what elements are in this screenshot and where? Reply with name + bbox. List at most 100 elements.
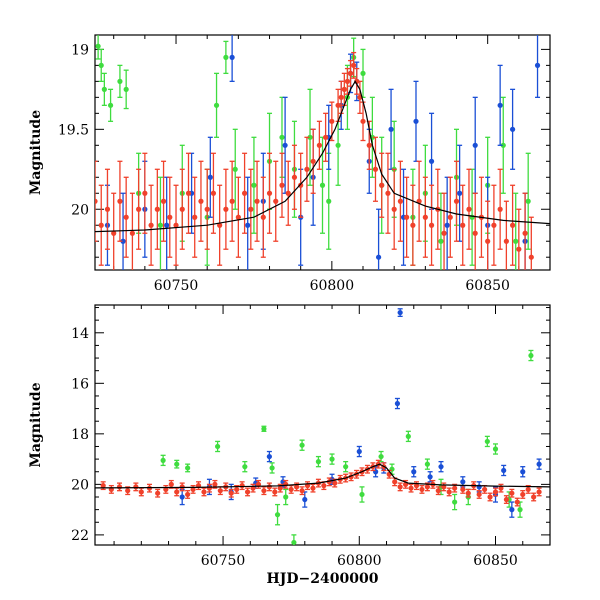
data-point — [136, 206, 142, 212]
data-point — [484, 438, 490, 445]
data-point — [213, 102, 220, 108]
data-point — [95, 43, 101, 49]
data-point — [465, 490, 471, 496]
data-point — [288, 486, 294, 493]
top-panel-frame — [94, 34, 551, 271]
data-point — [133, 484, 139, 490]
data-point — [351, 62, 357, 68]
data-point — [241, 190, 248, 196]
data-point — [397, 198, 404, 204]
top-panel-ticks — [95, 35, 551, 270]
data-point — [335, 142, 341, 148]
data-point — [223, 54, 229, 60]
data-point — [498, 485, 504, 491]
data-point — [274, 512, 281, 518]
data-point — [476, 484, 482, 490]
data-point — [148, 222, 154, 228]
data-point — [391, 206, 397, 212]
data-point — [460, 486, 466, 493]
data-point — [379, 182, 385, 188]
data-point — [272, 489, 278, 495]
data-point — [223, 206, 229, 212]
data-point — [482, 486, 488, 493]
data-point — [229, 198, 235, 204]
data-point — [388, 126, 394, 132]
data-point — [516, 246, 522, 252]
data-point — [269, 465, 275, 471]
data-point — [497, 102, 503, 108]
data-point — [447, 214, 453, 220]
data-point — [215, 443, 221, 450]
data-point — [282, 142, 288, 148]
data-point — [485, 238, 491, 244]
data-point — [344, 78, 351, 84]
data-point — [299, 488, 305, 494]
data-point — [160, 457, 166, 463]
data-point — [207, 174, 213, 180]
top-x-tick-label: 60750 — [154, 278, 199, 294]
data-point — [167, 214, 173, 220]
data-point — [338, 94, 344, 100]
data-point — [323, 134, 329, 140]
data-point — [138, 489, 144, 495]
data-point — [366, 142, 372, 148]
data-point — [528, 254, 534, 260]
data-point — [492, 489, 499, 495]
data-point — [98, 62, 104, 68]
data-point — [174, 489, 180, 495]
data-point — [251, 182, 257, 188]
data-point — [397, 309, 403, 316]
top-y-tick-label: 19.5 — [58, 122, 89, 138]
data-point — [266, 453, 272, 460]
bottom-y-tick-label: 18 — [71, 427, 89, 443]
data-point — [157, 222, 164, 228]
data-point — [185, 491, 191, 498]
data-point — [319, 182, 326, 188]
data-point — [201, 489, 207, 495]
model-curve — [95, 463, 550, 489]
data-point — [298, 182, 304, 188]
data-point — [232, 166, 238, 172]
data-point — [329, 118, 335, 124]
data-point — [283, 494, 289, 500]
data-point — [228, 490, 234, 496]
data-point — [372, 166, 379, 172]
data-point — [245, 222, 251, 228]
data-point — [154, 206, 160, 212]
data-point — [107, 102, 114, 108]
data-point — [204, 206, 210, 212]
data-point — [428, 222, 435, 228]
data-point — [509, 507, 515, 513]
bottom-y-tick-label: 16 — [71, 376, 89, 392]
data-point — [427, 474, 433, 480]
data-point — [347, 70, 354, 76]
data-point — [95, 198, 98, 204]
bottom-panel-tick-labels: 60750 60800 60850 14 16 18 20 22 — [71, 326, 518, 569]
data-point — [277, 485, 283, 491]
data-point — [273, 198, 279, 204]
bottom-y-tick-label: 20 — [71, 477, 89, 493]
data-point — [101, 86, 107, 92]
data-point — [435, 488, 441, 494]
data-point — [217, 488, 223, 494]
data-point — [514, 499, 520, 505]
bottom-panel-frame — [94, 304, 551, 546]
data-point — [525, 198, 531, 204]
data-point — [98, 222, 104, 228]
data-point — [279, 182, 285, 188]
top-panel-tick-labels: 60750 60800 60850 19 19.5 20 — [58, 42, 510, 294]
data-point — [234, 486, 240, 493]
data-point — [310, 158, 316, 164]
bottom-y-tick-label: 22 — [71, 528, 89, 544]
data-point — [100, 483, 106, 489]
data-point — [179, 494, 185, 500]
data-point — [413, 483, 420, 489]
bottom-panel: 60750 60800 60850 14 16 18 20 22 Magnitu… — [28, 304, 551, 587]
bottom-x-tick-label: 60800 — [337, 553, 382, 569]
data-point — [343, 464, 349, 470]
data-point — [304, 166, 310, 172]
data-point — [446, 489, 452, 495]
top-y-tick-label: 19 — [71, 42, 89, 58]
data-point — [472, 142, 478, 148]
